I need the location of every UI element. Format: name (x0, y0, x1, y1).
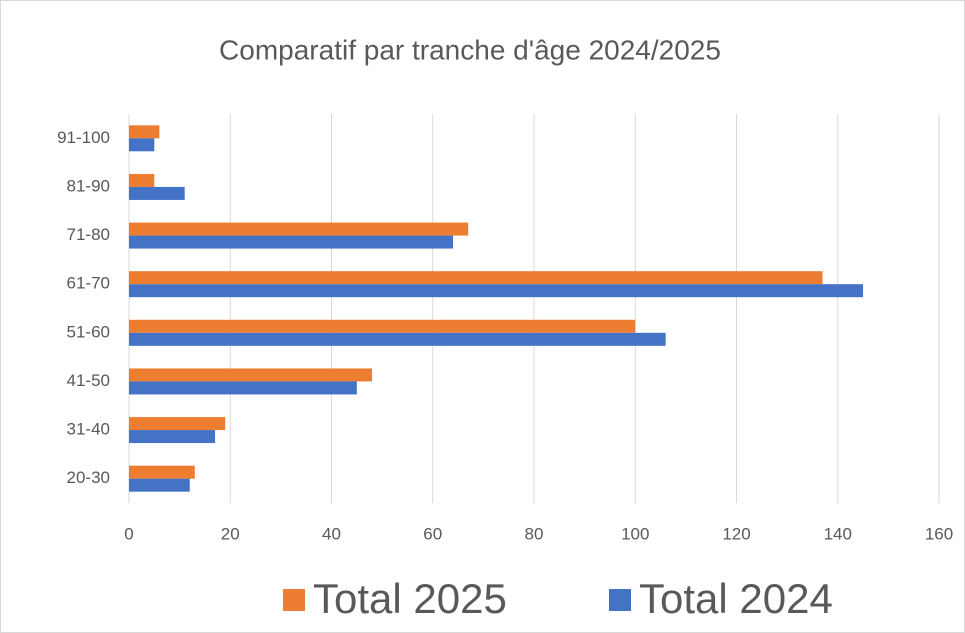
bar (129, 332, 666, 346)
x-tick-label: 20 (221, 524, 240, 543)
y-tick-label: 71-80 (67, 225, 110, 244)
bar (129, 465, 195, 479)
x-tick-label: 60 (423, 524, 442, 543)
bar (129, 271, 823, 285)
legend-label: Total 2025 (313, 575, 507, 622)
bar (129, 319, 636, 333)
bar (129, 173, 155, 187)
chart-title: Comparatif par tranche d'âge 2024/2025 (219, 34, 721, 65)
bar (129, 478, 190, 492)
y-tick-label: 81-90 (67, 176, 110, 195)
y-tick-label: 31-40 (67, 420, 110, 439)
bar (129, 222, 469, 236)
bar (129, 430, 216, 444)
bar (129, 186, 185, 200)
x-tick-label: 100 (621, 524, 649, 543)
x-tick-label: 160 (925, 524, 953, 543)
bar (129, 368, 372, 382)
bar (129, 417, 226, 431)
legend-swatch (283, 589, 305, 611)
y-tick-label: 51-60 (67, 322, 110, 341)
y-tick-label: 20-30 (67, 468, 110, 487)
x-tick-label: 40 (322, 524, 341, 543)
x-tick-label: 140 (824, 524, 852, 543)
bar (129, 125, 160, 139)
legend-swatch (609, 589, 631, 611)
y-tick-label: 41-50 (67, 371, 110, 390)
x-tick-label: 120 (722, 524, 750, 543)
bar (129, 381, 357, 395)
y-tick-label: 91-100 (57, 128, 110, 147)
bar (129, 138, 155, 152)
legend-label: Total 2024 (639, 575, 833, 622)
bar (129, 235, 453, 249)
x-tick-label: 0 (124, 524, 133, 543)
x-tick-label: 80 (525, 524, 544, 543)
bar (129, 284, 864, 298)
y-tick-label: 61-70 (67, 274, 110, 293)
